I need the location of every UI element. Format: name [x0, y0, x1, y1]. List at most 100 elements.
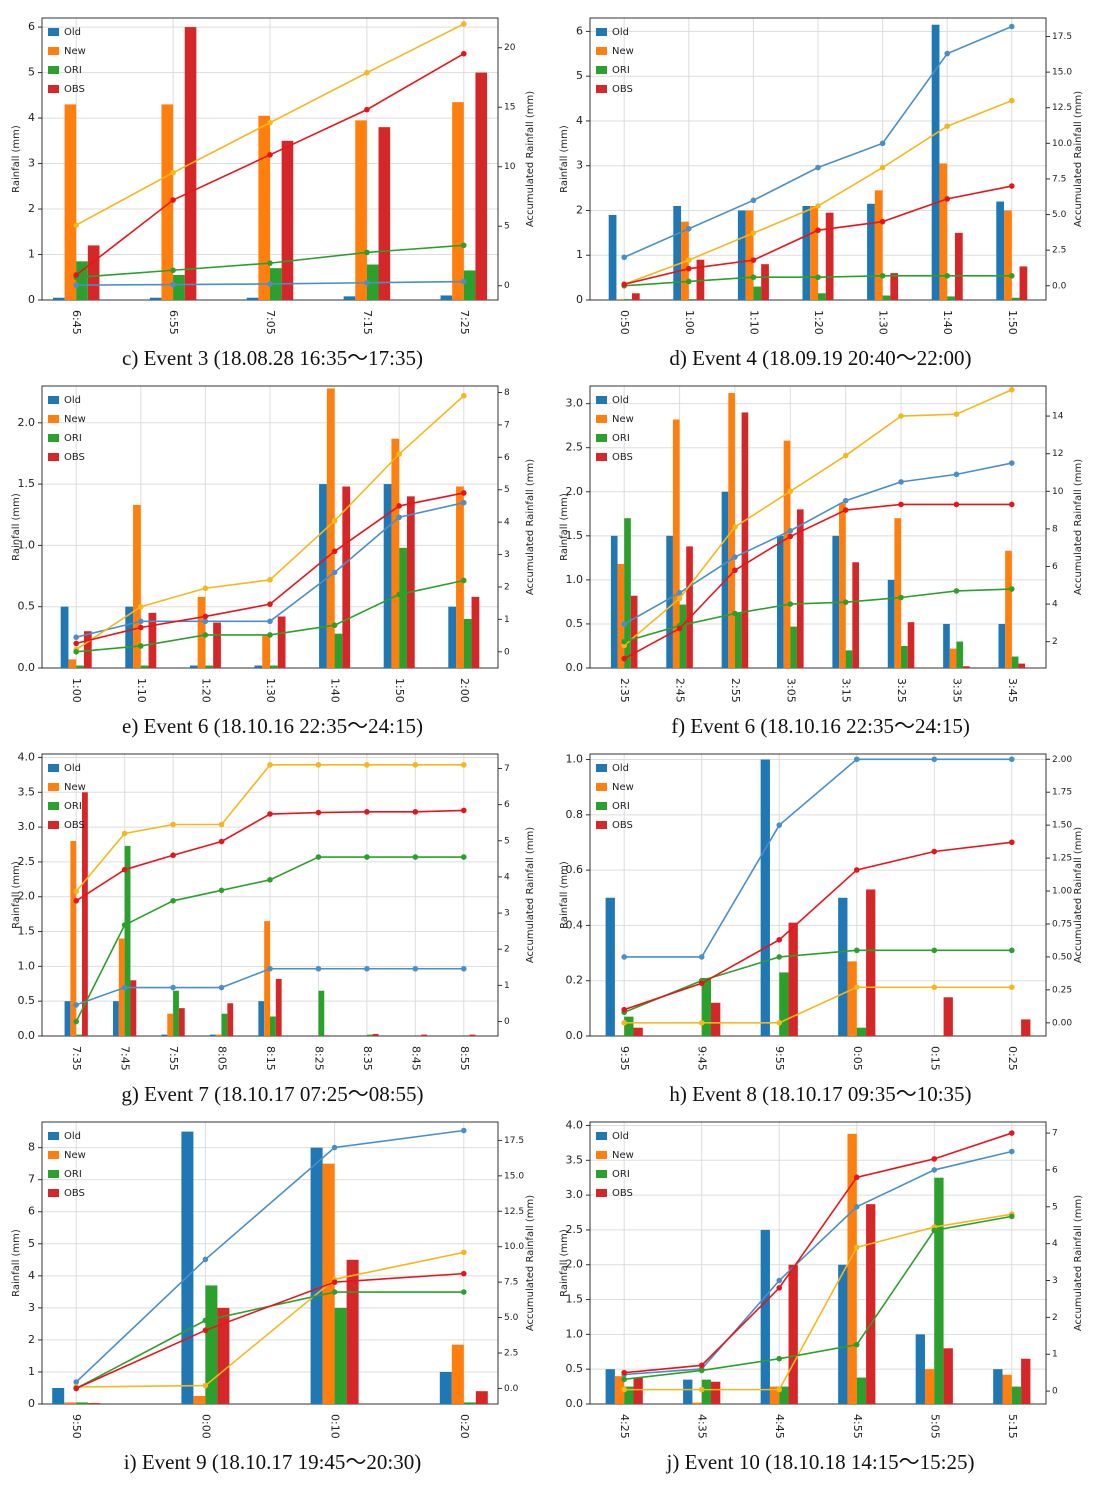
y-tick-label: 0.0 [566, 1029, 584, 1042]
x-tick-label: 0:15 [928, 1046, 941, 1071]
bar [894, 518, 902, 668]
bar [688, 299, 697, 300]
bar [451, 1344, 464, 1404]
bar [839, 503, 846, 668]
bar [701, 1379, 712, 1404]
y-tick-label: 4 [576, 114, 583, 127]
line-point [218, 887, 225, 894]
x-tick-label: 1:00 [683, 310, 696, 335]
bar [907, 622, 915, 668]
line-point [202, 632, 209, 638]
bar [193, 1395, 206, 1404]
bar [838, 1264, 848, 1404]
bar [838, 897, 848, 1036]
line-point [944, 196, 950, 202]
bar [277, 616, 286, 668]
caption: f) Event 6 (18.10.16 22:35～24:15) [671, 714, 970, 738]
x-tick-label: 5:15 [1006, 1414, 1019, 1439]
x-tick-label: 7:15 [361, 310, 374, 335]
line-point [461, 965, 467, 972]
line-point [879, 218, 886, 225]
bar [1021, 1358, 1031, 1404]
y-tick-label: 1.5 [18, 477, 36, 490]
x-tick-label: 0:20 [458, 1414, 471, 1439]
accumulated-line [623, 389, 1013, 647]
legend-swatch [48, 47, 59, 55]
legend-label: OBS [64, 84, 85, 95]
bar [788, 1264, 798, 1404]
legend-swatch [596, 783, 607, 791]
y2-tick-label: 6 [504, 453, 510, 463]
y2-tick-label: 2 [1052, 637, 1058, 647]
y-tick-label: 8 [28, 1141, 35, 1154]
x-tick-label: 8:25 [312, 1046, 325, 1071]
bar [76, 665, 84, 668]
bar [963, 666, 970, 668]
line-point [1009, 1130, 1015, 1136]
legend-swatch [48, 453, 59, 461]
bar [391, 438, 400, 668]
y2-tick-label: 10.0 [1052, 139, 1072, 149]
bar [802, 206, 811, 300]
y-tick-label: 1.0 [566, 753, 584, 766]
y-tick-label: 7 [28, 1173, 35, 1186]
y-axis-label: Rainfall (mm) [11, 125, 22, 193]
y2-tick-label: 2 [504, 582, 510, 592]
bar [624, 1386, 634, 1404]
chart-panel: 0 1 2 3 4 5 6 0 5 10 15 20 6:45 6:55 7:05 7:15 7:25 Old Ne… [11, 17, 536, 370]
y-tick-label: 1 [576, 248, 583, 261]
line-point [461, 1127, 467, 1134]
line-point [621, 254, 627, 261]
bar [52, 297, 65, 300]
line-point [73, 897, 79, 904]
x-tick-label: 0:05 [851, 1046, 864, 1071]
bar [161, 104, 174, 300]
y-axis-label: Rainfall (mm) [559, 1229, 570, 1297]
bar [125, 606, 134, 668]
line-point [842, 599, 849, 605]
bar [931, 24, 940, 300]
bar [796, 509, 804, 668]
chart-panel: 0.0 0.5 1.0 1.5 2.0 0 1 2 3 4 5 6 7 8 1:00 1:10 1:20 1:30… [11, 385, 536, 738]
y2-tick-label: 10 [1052, 487, 1064, 497]
line-point [73, 1018, 79, 1025]
bar [197, 596, 206, 668]
line-point [698, 1362, 705, 1369]
y2-tick-label: 20 [504, 43, 516, 53]
line-point [315, 965, 322, 972]
y2-axis-label: Accumulated Rainfall (mm) [525, 827, 536, 963]
line-point [621, 621, 627, 627]
y-tick-label: 1 [28, 248, 35, 261]
line-point [686, 225, 692, 232]
y2-tick-label: 2 [504, 945, 510, 955]
line-point [461, 278, 467, 285]
line-point [461, 854, 467, 860]
bar [810, 206, 818, 300]
x-tick-label: 9:45 [696, 1046, 709, 1071]
line-point [170, 197, 176, 203]
y2-axis-label: Accumulated Rainfall (mm) [525, 459, 536, 595]
line-point [461, 577, 467, 584]
bar [334, 633, 343, 668]
line-point [202, 613, 209, 620]
legend-swatch [596, 47, 607, 55]
bar [852, 562, 859, 668]
bar [88, 1403, 101, 1404]
line-point [698, 1386, 705, 1393]
line-point [1009, 460, 1015, 466]
legend-swatch [48, 415, 59, 423]
line-point [396, 514, 403, 521]
y-tick-label: 6 [28, 1205, 35, 1218]
bar [867, 203, 875, 300]
line-point [842, 452, 849, 459]
line-point [1009, 947, 1015, 954]
line-point [73, 272, 79, 278]
bar [777, 535, 784, 668]
line-point [267, 152, 273, 158]
plot-frame [41, 1121, 499, 1405]
x-tick-label: 8:15 [264, 1046, 277, 1071]
y2-tick-label: 17.5 [1052, 32, 1072, 42]
line-point [202, 1256, 209, 1263]
bar [383, 484, 392, 668]
